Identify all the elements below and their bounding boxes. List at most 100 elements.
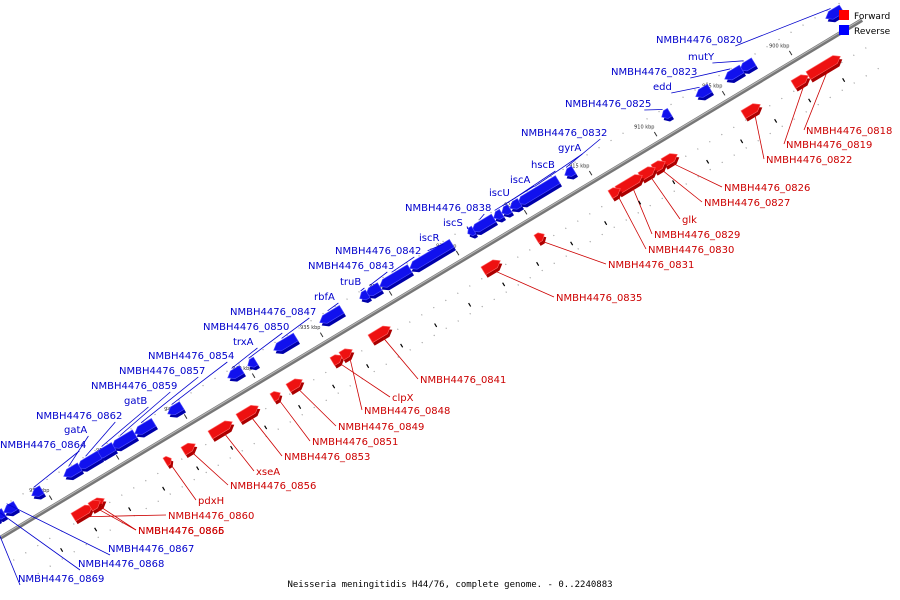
reverse-gene-label[interactable]: iscU (489, 188, 510, 199)
forward-gene-label[interactable]: pdxH (198, 496, 224, 507)
reverse-gene-label[interactable]: rbfA (314, 292, 335, 303)
reverse-gene-label[interactable]: NMBH4476_0862 (36, 411, 122, 422)
forward-gene-9[interactable] (480, 259, 503, 278)
forward-gene-11[interactable] (329, 354, 345, 369)
reverse-gene-label[interactable]: NMBH4476_0857 (119, 366, 205, 377)
reverse-gene-21[interactable] (134, 418, 159, 438)
reverse-gene-leader (391, 256, 415, 273)
forward-gene-label[interactable]: NMBH4476_0851 (312, 437, 398, 448)
forward-gene-label[interactable]: NMBH4476_0819 (786, 140, 872, 151)
forward-gene-16[interactable] (207, 420, 235, 442)
forward-gene-1[interactable] (790, 74, 811, 92)
forward-gene-8[interactable] (533, 232, 547, 246)
reverse-gene-14[interactable] (365, 282, 385, 299)
reverse-gene-leader (0, 535, 21, 586)
reverse-gene-7[interactable] (509, 198, 525, 213)
reverse-gene-label[interactable]: mutY (688, 52, 715, 63)
reverse-gene-2[interactable] (724, 64, 747, 83)
reverse-gene-leader (479, 213, 485, 220)
forward-gene-label[interactable]: NMBH4476_0830 (648, 245, 734, 256)
forward-gene-label[interactable]: NMBH4476_0848 (364, 406, 450, 417)
forward-gene-label[interactable]: NMBH4476_0829 (654, 230, 740, 241)
forward-gene-0[interactable] (805, 55, 843, 83)
reverse-gene-label[interactable]: NMBH4476_0838 (405, 203, 491, 214)
reverse-gene-label[interactable]: NMBH4476_0842 (335, 246, 421, 257)
reverse-gene-26[interactable] (31, 485, 47, 500)
forward-gene-label[interactable]: NMBH4476_0835 (556, 293, 642, 304)
feature-marker (638, 200, 642, 205)
reverse-gene-label[interactable]: NMBH4476_0820 (656, 35, 742, 46)
reverse-gene-25[interactable] (63, 462, 85, 481)
feature-marker (264, 425, 268, 430)
reverse-gene-20[interactable] (167, 401, 187, 418)
forward-gene-13[interactable] (285, 378, 305, 395)
forward-gene-14[interactable] (269, 391, 283, 405)
reverse-gene-label[interactable]: NMBH4476_0825 (565, 99, 651, 110)
reverse-gene-label[interactable]: NMBH4476_0859 (91, 381, 177, 392)
reverse-gene-1[interactable] (739, 57, 759, 74)
reverse-gene-label[interactable]: NMBH4476_0850 (203, 322, 289, 333)
forward-gene-2[interactable] (740, 103, 763, 122)
forward-gene-label[interactable]: NMBH4476_0866 (138, 526, 224, 537)
reverse-gene-label[interactable]: NMBH4476_0868 (78, 559, 164, 570)
reverse-gene-label[interactable]: NMBH4476_0832 (521, 128, 607, 139)
forward-gene-label[interactable]: NMBH4476_0822 (766, 155, 852, 166)
reverse-gene-16[interactable] (319, 305, 347, 327)
reverse-gene-19[interactable] (227, 365, 247, 382)
forward-gene-10[interactable] (367, 325, 393, 346)
forward-gene-label[interactable]: glk (682, 215, 697, 226)
genome-backbone (0, 18, 864, 540)
forward-gene-7[interactable] (607, 187, 623, 202)
reverse-gene-5[interactable] (564, 165, 579, 180)
reverse-gene-label[interactable]: hscB (531, 160, 555, 171)
feature-marker (332, 384, 336, 389)
reverse-gene-label[interactable]: NMBH4476_0854 (148, 351, 234, 362)
reverse-gene-3[interactable] (695, 83, 715, 101)
forward-gene-label[interactable]: xseA (256, 467, 280, 478)
forward-gene-label[interactable]: NMBH4476_0865 (138, 526, 224, 537)
forward-gene-label[interactable]: NMBH4476_0818 (806, 126, 892, 137)
forward-gene-label[interactable]: NMBH4476_0841 (420, 375, 506, 386)
reverse-gene-13[interactable] (379, 264, 415, 291)
reverse-gene-label[interactable]: NMBH4476_0867 (108, 544, 194, 555)
reverse-gene-18[interactable] (247, 356, 261, 371)
reverse-gene-label[interactable]: gyrA (558, 143, 581, 154)
reverse-gene-label[interactable]: iscR (419, 233, 439, 244)
forward-gene-label[interactable]: NMBH4476_0860 (168, 511, 254, 522)
forward-gene-21[interactable] (87, 499, 103, 514)
forward-gene-label[interactable]: NMBH4476_0827 (704, 198, 790, 209)
reverse-gene-label[interactable]: gatA (64, 425, 87, 436)
reverse-gene-label[interactable]: iscA (510, 175, 530, 186)
reverse-gene-label[interactable]: iscS (443, 218, 463, 229)
forward-gene-15[interactable] (235, 405, 261, 425)
reverse-gene-4[interactable] (661, 107, 675, 122)
reverse-gene-8[interactable] (501, 204, 515, 218)
reverse-gene-12[interactable] (409, 238, 457, 273)
forward-gene-18[interactable] (162, 456, 174, 469)
reverse-gene-27[interactable] (3, 500, 21, 517)
reverse-gene-label[interactable]: trxA (233, 337, 254, 348)
reverse-gene-label[interactable]: edd (653, 82, 672, 93)
reverse-gene-29[interactable] (0, 512, 3, 525)
reverse-gene-9[interactable] (493, 208, 507, 223)
forward-gene-12[interactable] (338, 348, 355, 364)
forward-gene-label[interactable]: NMBH4476_0856 (230, 481, 316, 492)
reverse-gene-17[interactable] (273, 332, 301, 354)
forward-gene-label[interactable]: NMBH4476_0826 (724, 183, 810, 194)
forward-gene-label[interactable]: NMBH4476_0853 (284, 452, 370, 463)
forward-gene-3[interactable] (660, 153, 680, 170)
reverse-gene-label[interactable]: NMBH4476_0864 (0, 440, 86, 451)
reverse-gene-label[interactable]: NMBH4476_0847 (230, 307, 316, 318)
reverse-gene-label[interactable]: NMBH4476_0869 (18, 574, 104, 585)
forward-gene-label[interactable]: clpX (392, 393, 414, 404)
reverse-gene-15[interactable] (359, 289, 373, 303)
forward-gene-17[interactable] (180, 442, 198, 459)
reverse-gene-label[interactable]: NMBH4476_0823 (611, 67, 697, 78)
forward-gene-label[interactable]: NMBH4476_0831 (608, 260, 694, 271)
reverse-gene-label[interactable]: gatB (124, 396, 147, 407)
forward-gene-label[interactable]: NMBH4476_0849 (338, 422, 424, 433)
reverse-gene-label[interactable]: truB (340, 277, 361, 288)
reverse-gene-11[interactable] (467, 225, 479, 239)
forward-gene-19[interactable] (70, 504, 95, 525)
reverse-gene-label[interactable]: NMBH4476_0843 (308, 261, 394, 272)
